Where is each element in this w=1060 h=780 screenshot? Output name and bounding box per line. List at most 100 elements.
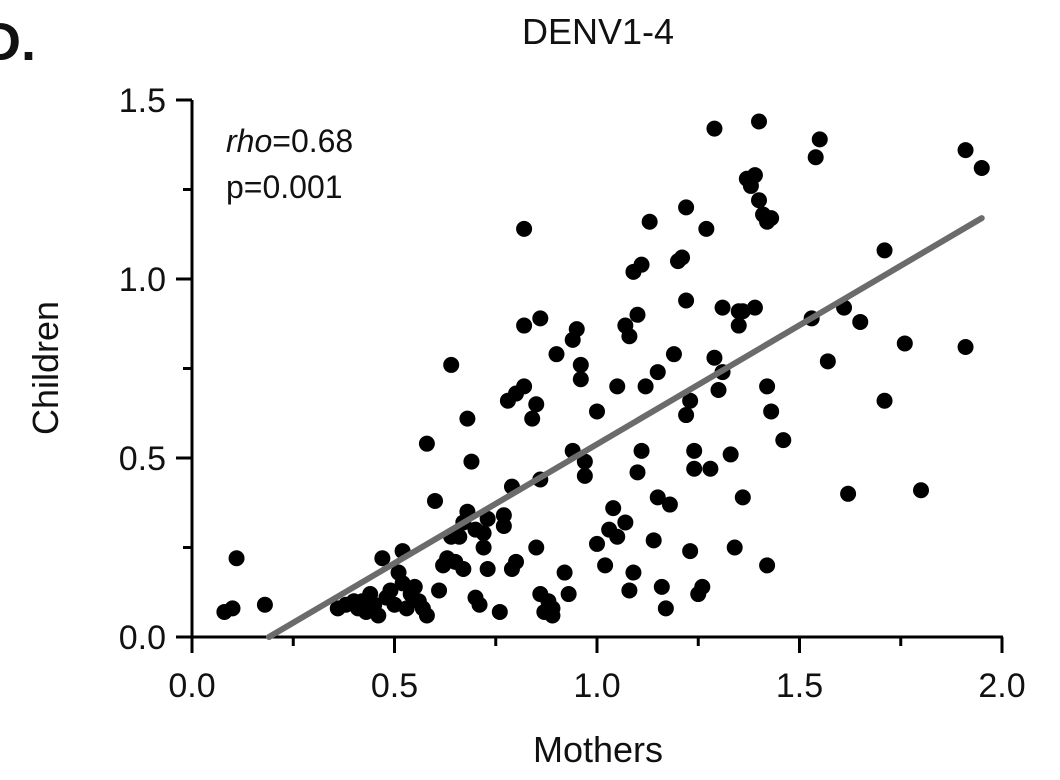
y-tick-label: 1.0 bbox=[119, 261, 166, 299]
data-point bbox=[706, 349, 723, 366]
data-point bbox=[678, 407, 695, 424]
data-point bbox=[674, 249, 691, 266]
x-tick-label: 1.0 bbox=[573, 667, 620, 705]
data-point bbox=[649, 364, 666, 381]
data-point bbox=[973, 160, 990, 177]
data-point bbox=[746, 167, 763, 184]
data-point bbox=[763, 210, 780, 227]
data-point bbox=[653, 578, 670, 595]
data-point bbox=[896, 335, 913, 352]
data-point bbox=[775, 432, 792, 449]
data-point bbox=[528, 396, 545, 413]
data-point bbox=[661, 496, 678, 513]
data-point bbox=[516, 378, 533, 395]
data-point bbox=[682, 543, 699, 560]
data-point bbox=[374, 550, 391, 567]
data-point bbox=[228, 550, 245, 567]
data-point bbox=[913, 482, 929, 499]
data-point bbox=[734, 489, 751, 506]
data-point bbox=[657, 600, 674, 617]
data-point bbox=[398, 600, 415, 617]
data-point bbox=[256, 596, 273, 613]
data-point bbox=[751, 192, 767, 209]
data-point bbox=[852, 313, 869, 330]
data-point bbox=[609, 378, 626, 395]
data-point bbox=[370, 607, 387, 624]
data-point bbox=[589, 403, 605, 420]
data-point bbox=[686, 442, 703, 459]
data-point bbox=[495, 507, 512, 524]
data-point bbox=[568, 321, 585, 338]
data-point bbox=[471, 596, 488, 613]
data-point bbox=[224, 600, 241, 617]
data-point bbox=[516, 317, 533, 334]
data-point bbox=[443, 356, 460, 373]
data-point bbox=[759, 378, 776, 395]
data-point bbox=[710, 381, 727, 398]
data-point bbox=[678, 199, 695, 216]
regression-line bbox=[265, 215, 985, 640]
data-point bbox=[811, 131, 828, 148]
x-tick-label: 2.0 bbox=[978, 667, 1025, 705]
data-point bbox=[819, 353, 836, 370]
rho-annotation: rho=0.68 bbox=[226, 123, 353, 159]
data-point bbox=[665, 346, 682, 363]
data-point bbox=[633, 256, 650, 273]
data-point bbox=[629, 306, 646, 323]
data-point bbox=[722, 446, 739, 463]
data-point bbox=[649, 489, 666, 506]
data-point bbox=[572, 356, 589, 373]
y-tick-label: 0.0 bbox=[119, 619, 166, 657]
data-point bbox=[475, 539, 492, 556]
data-point bbox=[694, 578, 711, 595]
data-point bbox=[763, 403, 780, 420]
data-point bbox=[455, 560, 472, 577]
x-axis-label: Mothers bbox=[533, 729, 663, 770]
plot-area: 0.0 0.5 1.0 1.5 2.0 0.0 0.5 1.0 1.5 bbox=[119, 82, 1026, 705]
data-point bbox=[807, 149, 824, 166]
data-point bbox=[633, 442, 650, 459]
data-point bbox=[840, 485, 857, 502]
data-point bbox=[524, 410, 541, 427]
data-point bbox=[876, 242, 893, 259]
data-point bbox=[516, 220, 533, 237]
data-point bbox=[957, 142, 974, 159]
data-point bbox=[556, 564, 573, 581]
data-point bbox=[528, 539, 545, 556]
y-axis-label: Children bbox=[25, 301, 66, 435]
data-point bbox=[572, 371, 589, 388]
x-tick-label: 0.0 bbox=[168, 667, 215, 705]
data-point bbox=[589, 535, 605, 552]
rho-value: =0.68 bbox=[272, 123, 353, 159]
data-point bbox=[686, 460, 703, 477]
data-point bbox=[625, 564, 642, 581]
data-point bbox=[605, 500, 622, 517]
data-point bbox=[876, 392, 893, 409]
data-point bbox=[597, 557, 614, 574]
data-point bbox=[682, 392, 699, 409]
data-point bbox=[576, 453, 593, 470]
data-point bbox=[418, 435, 435, 452]
data-point bbox=[746, 299, 763, 316]
data-point bbox=[463, 453, 480, 470]
x-tick-label: 0.5 bbox=[371, 667, 418, 705]
data-point bbox=[560, 586, 577, 603]
data-point bbox=[418, 607, 435, 624]
data-point bbox=[508, 553, 524, 570]
y-tick-label: 0.5 bbox=[119, 440, 166, 478]
data-point bbox=[645, 532, 662, 549]
y-tick-label: 1.5 bbox=[119, 82, 166, 120]
data-point bbox=[548, 346, 565, 363]
data-point bbox=[475, 525, 492, 542]
data-point bbox=[714, 299, 731, 316]
data-point bbox=[479, 560, 496, 577]
data-point bbox=[609, 528, 626, 545]
data-point bbox=[726, 539, 743, 556]
data-point bbox=[382, 582, 399, 599]
data-point bbox=[629, 464, 646, 481]
p-value-annotation: p=0.001 bbox=[226, 169, 343, 205]
data-point bbox=[957, 339, 974, 356]
data-point bbox=[427, 492, 443, 509]
data-point bbox=[451, 528, 468, 545]
